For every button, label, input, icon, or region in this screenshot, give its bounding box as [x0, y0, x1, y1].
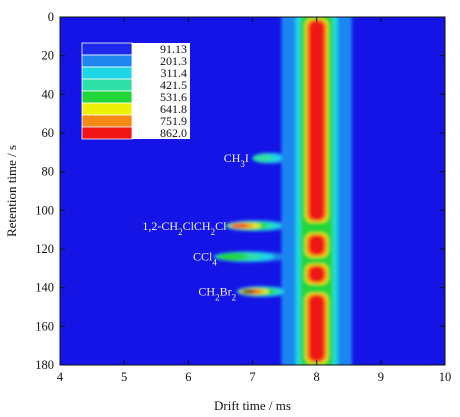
y-tick-label: 120: [35, 242, 54, 256]
legend-label: 751.9: [160, 114, 187, 128]
rip-segment: [308, 295, 325, 362]
analyte-peak: [242, 290, 255, 294]
contour-layer: [213, 17, 352, 365]
legend-label: 201.3: [160, 54, 187, 68]
legend-swatch: [81, 66, 133, 80]
rip-segment: [308, 20, 325, 221]
legend-swatch: [81, 90, 133, 104]
legend-swatch: [81, 114, 133, 128]
compound-annotations: CH3I 1,2-CH2ClCH2Cl CCl4 CH2Br2: [142, 151, 248, 302]
x-tick-label: 10: [439, 370, 452, 384]
legend-label-bg: [132, 55, 190, 67]
legend-swatch: [81, 78, 133, 92]
legend-label: 421.5: [160, 78, 187, 92]
legend-label-bg: [132, 43, 190, 55]
analyte-peak: [253, 153, 273, 163]
y-tick-label: 160: [35, 319, 54, 333]
x-tick-label: 6: [185, 370, 191, 384]
y-tick-label: 100: [35, 203, 54, 217]
intensity-field: [213, 17, 352, 365]
y-tick-label: 40: [42, 87, 55, 101]
x-tick-label: 9: [378, 370, 384, 384]
legend-label-bg: [132, 79, 190, 91]
rip-segment: [308, 235, 325, 256]
legend-label: 91.13: [160, 42, 187, 56]
analyte-peak: [217, 253, 248, 261]
y-tick-label: 0: [48, 10, 54, 24]
x-tick-label: 4: [57, 370, 64, 384]
legend-swatch: [81, 102, 133, 116]
legend-label: 862.0: [160, 126, 187, 140]
legend-label-bg: [132, 127, 190, 139]
rip-segment: [308, 266, 325, 283]
legend-label: 311.4: [160, 66, 187, 80]
x-tick-label: 5: [121, 370, 127, 384]
annotation-label: CH2Br2: [198, 285, 236, 303]
annotation-label: CH3I: [224, 151, 249, 169]
legend-swatch: [81, 54, 133, 68]
annotation-label: 1,2-CH2ClCH2Cl: [142, 219, 227, 237]
annotation-label: CCl4: [193, 250, 217, 268]
y-tick-label: 20: [42, 49, 55, 63]
y-tick-label: 60: [42, 126, 55, 140]
legend-label-bg: [132, 67, 190, 79]
x-tick-label: 7: [249, 370, 255, 384]
legend-label: 531.6: [160, 90, 187, 104]
y-axis-title: Retention time / s: [4, 145, 19, 237]
legend-label: 641.8: [160, 102, 187, 116]
analyte-peak: [231, 224, 248, 228]
legend-label-bg: [132, 115, 190, 127]
legend-swatch: [81, 42, 133, 56]
y-tick-label: 180: [35, 358, 54, 372]
legend-swatch: [81, 126, 133, 140]
x-tick-label: 8: [314, 370, 320, 384]
x-axis-title: Drift time / ms: [214, 398, 291, 413]
y-tick-label: 140: [35, 281, 54, 295]
legend-label-bg: [132, 103, 190, 115]
legend-label-bg: [132, 91, 190, 103]
y-tick-label: 80: [42, 165, 55, 179]
